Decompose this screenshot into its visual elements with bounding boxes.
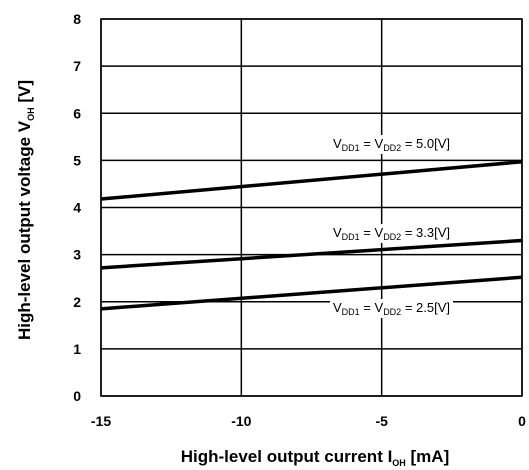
annotation-text: VDD1 = VDD2 = 5.0[V]: [333, 136, 450, 153]
y-tick-label: 1: [73, 341, 81, 357]
y-tick-label: 7: [73, 58, 81, 74]
annotation-subscript: DD2: [383, 307, 401, 317]
plot-frame: [100, 18, 523, 397]
annotation-text: VDD1 = VDD2 = 2.5[V]: [333, 300, 450, 317]
x-tick-label: 0: [518, 413, 526, 429]
series-line: [100, 160, 523, 201]
annotation-subscript: DD2: [383, 232, 401, 242]
series-annotation: VDD1 = VDD2 = 2.5[V]: [330, 299, 453, 318]
y-axis-title: High-level output voltage VOH [V]: [15, 80, 36, 340]
y-tick-label: 3: [73, 247, 81, 263]
series-line: [100, 275, 523, 311]
annotation-subscript: DD1: [342, 307, 360, 317]
annotation-part: = V: [360, 136, 384, 151]
annotation-part: = V: [360, 300, 384, 315]
annotation-part: = V: [360, 225, 384, 240]
annotation-part: V: [333, 136, 342, 151]
annotation-background: [330, 224, 453, 243]
grid-lines: [100, 18, 523, 397]
plot-border: [100, 18, 523, 397]
y-tick-label: 0: [73, 388, 81, 404]
x-tick-labels: -15 -10 -5 0: [91, 413, 526, 429]
annotation-part: = 5.0[V]: [401, 136, 450, 151]
series-annotation: VDD1 = VDD2 = 5.0[V]: [330, 135, 453, 154]
annotation-background: [330, 135, 453, 154]
annotation-subscript: DD1: [342, 143, 360, 153]
x-tick-label: -10: [231, 413, 251, 429]
x-axis-title: High-level output current IOH [mA]: [181, 447, 450, 468]
annotation-text: VDD1 = VDD2 = 3.3[V]: [333, 225, 450, 242]
series-annotation: VDD1 = VDD2 = 3.3[V]: [330, 224, 453, 243]
y-tick-label: 4: [73, 200, 81, 216]
series-line: [100, 238, 523, 270]
y-tick-label: 8: [73, 11, 81, 27]
annotation-part: = 3.3[V]: [401, 225, 450, 240]
annotation-subscript: DD2: [383, 143, 401, 153]
annotation-part: V: [333, 300, 342, 315]
y-tick-labels: 0 1 2 3 4 5 6 7 8: [73, 11, 81, 404]
annotation-background: [330, 299, 453, 318]
y-tick-label: 2: [73, 294, 81, 310]
x-tick-label: -15: [91, 413, 111, 429]
series-annotations: VDD1 = VDD2 = 5.0[V]VDD1 = VDD2 = 3.3[V]…: [330, 135, 453, 318]
annotation-subscript: DD1: [342, 232, 360, 242]
x-tick-label: -5: [375, 413, 388, 429]
annotation-part: V: [333, 225, 342, 240]
y-tick-label: 6: [73, 105, 81, 121]
series-lines: [100, 160, 523, 311]
annotation-part: = 2.5[V]: [401, 300, 450, 315]
y-tick-label: 5: [73, 152, 81, 168]
